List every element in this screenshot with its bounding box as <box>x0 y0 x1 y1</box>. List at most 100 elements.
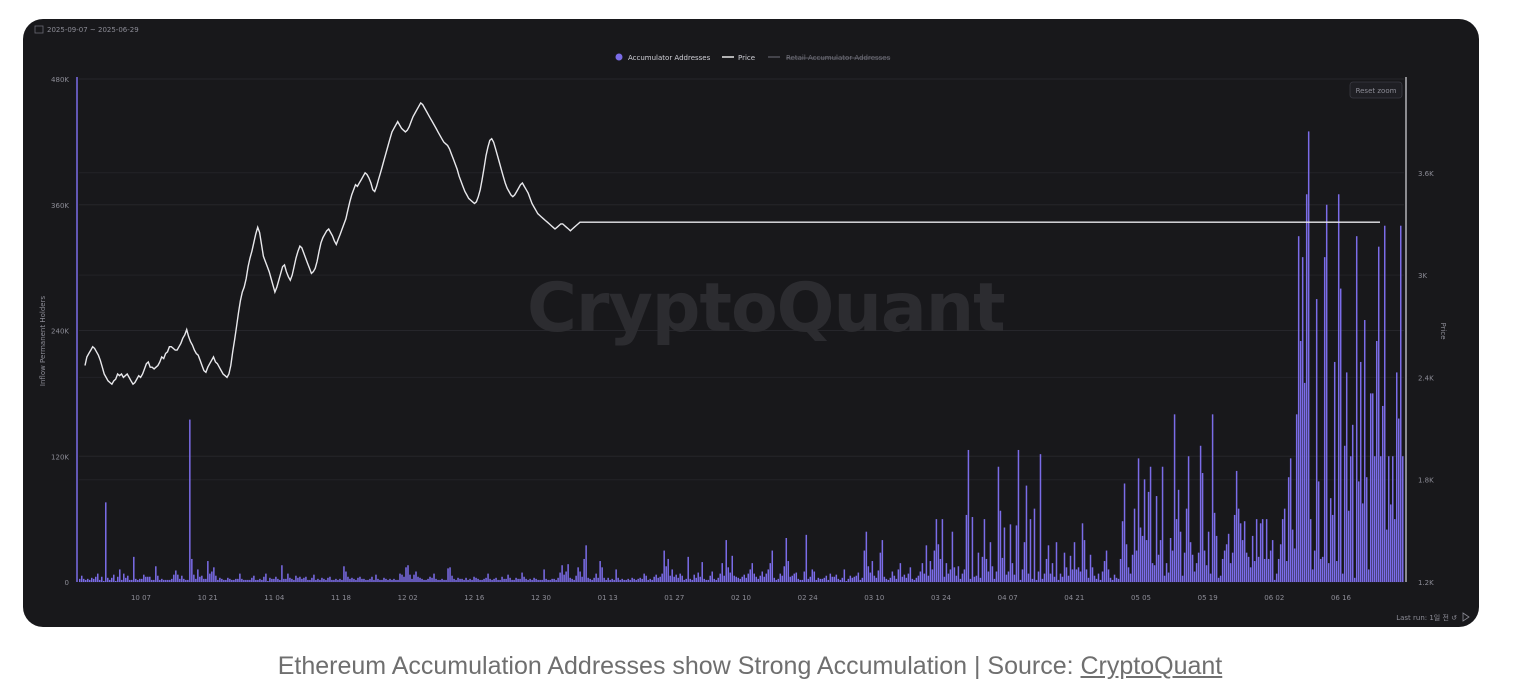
bar <box>1191 554 1194 582</box>
bar <box>447 568 449 582</box>
bar <box>1251 535 1254 582</box>
bar <box>1205 565 1208 582</box>
bar <box>411 578 413 582</box>
bar <box>1125 544 1128 582</box>
bar <box>1255 519 1258 582</box>
bar <box>433 573 435 582</box>
footer-note[interactable]: Last run: 1일 전 ↺ <box>1396 612 1470 622</box>
bar <box>373 579 375 582</box>
bar <box>993 578 996 582</box>
bar <box>911 578 914 582</box>
bar <box>1265 519 1268 582</box>
bar <box>99 579 101 582</box>
bar <box>863 550 866 582</box>
bar <box>365 579 367 582</box>
date-range[interactable]: 2025-09-07 ~ 2025-06-29 <box>34 25 139 34</box>
bar <box>541 579 543 582</box>
bar <box>417 576 419 582</box>
bar <box>723 575 725 582</box>
bar <box>1001 557 1004 582</box>
bar <box>731 555 733 582</box>
bar <box>1253 561 1256 582</box>
reset-zoom-button[interactable]: Reset zoom <box>1349 81 1403 99</box>
bar <box>1065 567 1068 582</box>
bar <box>601 567 603 582</box>
bar <box>901 576 904 582</box>
bar <box>897 569 900 582</box>
bar <box>223 579 225 582</box>
bar <box>175 570 177 582</box>
bar <box>585 545 587 582</box>
bar <box>847 578 850 582</box>
bar <box>953 567 956 582</box>
bar <box>1139 527 1142 582</box>
bar <box>1257 556 1260 582</box>
bar <box>921 563 924 582</box>
bar <box>987 571 990 582</box>
bar <box>843 569 846 582</box>
bar <box>1219 575 1222 582</box>
bar <box>355 579 357 582</box>
bar <box>681 575 683 582</box>
bar <box>205 578 207 582</box>
bar <box>939 558 942 582</box>
bar <box>965 514 968 582</box>
bar <box>105 502 107 582</box>
bar <box>733 575 735 582</box>
y-left-tick-label: 240K <box>51 328 69 336</box>
bar <box>513 579 515 582</box>
legend-item-price[interactable]: Price <box>722 54 755 62</box>
bar <box>1081 523 1084 582</box>
bar <box>1217 577 1220 582</box>
bar <box>1091 567 1094 582</box>
bar <box>511 579 513 582</box>
chart-svg: CryptoQuant 0 120K 240K 360K 480K 1.2K 1.8K 2.… <box>34 25 1470 622</box>
bar <box>1085 569 1088 582</box>
bar <box>489 578 491 582</box>
bar <box>201 575 203 582</box>
legend-item-retail[interactable]: Retail Accumulator Addresses <box>768 54 891 62</box>
bar <box>1209 573 1212 582</box>
bar <box>139 578 141 582</box>
bar <box>817 577 820 582</box>
bar <box>287 573 289 582</box>
bar <box>835 574 838 582</box>
bar <box>271 578 273 582</box>
bar <box>499 579 501 582</box>
bar <box>679 573 681 582</box>
bar <box>533 577 535 582</box>
bar <box>329 576 331 582</box>
bar <box>111 577 113 582</box>
bar <box>1097 573 1100 582</box>
bar <box>241 578 243 582</box>
bar <box>1269 550 1272 582</box>
bar <box>255 579 257 582</box>
bar <box>793 573 796 582</box>
bar <box>419 577 421 582</box>
bar <box>155 566 157 582</box>
bar <box>385 578 387 582</box>
bar <box>521 572 523 582</box>
bar <box>617 577 619 582</box>
bar <box>623 579 625 582</box>
bar <box>1293 548 1296 582</box>
bar <box>1185 508 1188 582</box>
bar <box>119 569 121 582</box>
caption-source-link[interactable]: CryptoQuant <box>1080 652 1223 680</box>
bar <box>1025 485 1028 582</box>
bar <box>1243 521 1246 582</box>
bar <box>163 579 165 582</box>
chart-card: CryptoQuant 0 120K 240K 360K 480K 1.2K 1.8K 2.… <box>23 19 1479 627</box>
legend-item-accumulator[interactable]: Accumulator Addresses <box>615 53 711 63</box>
bar <box>879 552 882 582</box>
bar <box>923 573 926 582</box>
bar <box>339 578 341 582</box>
bar <box>289 577 291 582</box>
bar <box>367 579 369 582</box>
bar <box>103 580 105 582</box>
x-tick-label: 04 07 <box>998 594 1018 602</box>
bar <box>825 575 828 582</box>
bar <box>195 578 197 582</box>
bar <box>717 577 719 582</box>
bar <box>251 577 253 582</box>
